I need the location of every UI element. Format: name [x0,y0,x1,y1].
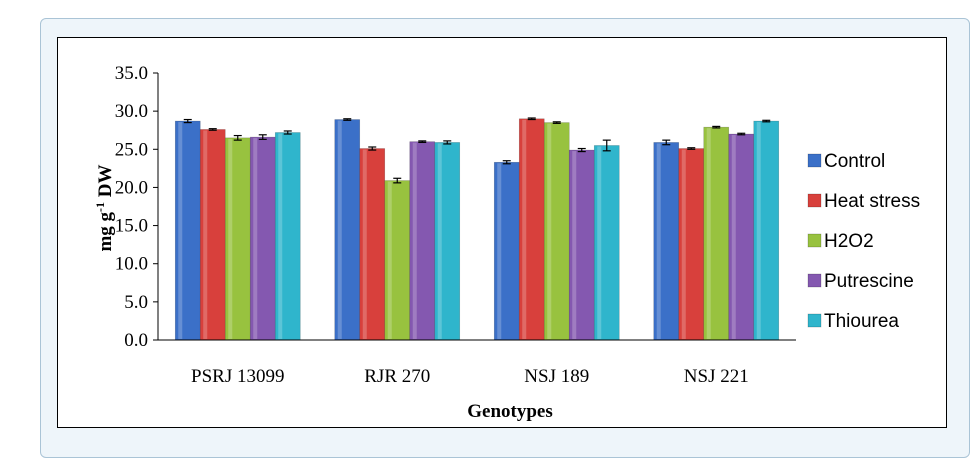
legend-swatch [807,233,822,248]
legend-swatch [807,273,822,288]
bar [653,142,680,341]
bar-highlight [437,143,442,339]
bar [703,126,730,341]
bar [434,142,461,341]
y-tick-label: 35.0 [115,63,148,84]
bar-highlight [362,149,367,339]
bar-highlight [203,130,208,339]
bar-highlight [522,119,527,340]
bar-highlight [278,133,283,339]
legend-swatch [807,153,822,168]
bar-highlight [253,138,258,339]
bar [224,137,251,341]
legend-swatch [807,313,822,328]
y-tick-label: 15.0 [115,216,148,237]
bar-highlight [706,128,711,339]
y-axis-title: mg g-1 DW [93,164,116,251]
legend-label: Putrescine [824,271,914,292]
bar [199,129,226,341]
bar [543,122,570,341]
x-axis-tick-labels: PSRJ 13099 RJR 270 NSJ 189 NSJ 221 [191,366,749,387]
bar-highlight [656,143,661,339]
bar-highlight [497,163,502,339]
bar-highlight [756,122,761,339]
x-axis-title: Genotypes [467,401,553,422]
legend-label: Control [824,151,885,172]
bar-highlight [412,142,417,339]
bar [274,132,301,341]
bar [753,120,780,341]
x-tick-label: NSJ 189 [524,366,589,387]
bar-highlight [228,138,233,339]
bar-highlight [731,135,736,339]
y-tick-label: 20.0 [115,177,148,198]
y-axis-ticks: 0.0 5.0 10.0 15.0 20.0 25.0 30.0 35.0 [115,63,158,351]
legend-swatch [807,193,822,208]
bar [409,141,436,341]
legend-label: Heat stress [824,191,920,212]
x-tick-label: RJR 270 [364,366,430,387]
bar-highlight [681,149,686,339]
bar-highlight [597,146,602,339]
y-tick-label: 25.0 [115,139,148,160]
bar-chart: 0.0 5.0 10.0 15.0 20.0 25.0 30.0 35.0 PSRJ 1309… [93,63,920,422]
bar [334,119,361,341]
bars-group [174,117,780,341]
bar [384,180,411,341]
bar-highlight [572,151,577,339]
bar-highlight [387,181,392,339]
y-tick-label: 10.0 [115,254,148,275]
bar [249,136,276,341]
y-tick-label: 5.0 [124,292,148,313]
bar [728,133,755,341]
bar [568,149,595,341]
legend-label: H2O2 [824,231,874,252]
bar-highlight [178,122,183,339]
legend: Control Heat stress H2O2 Putrescine Thiourea [807,151,920,332]
bar-highlight [547,123,552,339]
x-tick-label: PSRJ 13099 [191,366,284,387]
y-tick-label: 30.0 [115,101,148,122]
bar-highlight [337,120,342,339]
bar [518,118,545,341]
y-tick-label: 0.0 [124,330,148,351]
legend-label: Thiourea [824,311,899,332]
x-tick-label: NSJ 221 [684,366,749,387]
